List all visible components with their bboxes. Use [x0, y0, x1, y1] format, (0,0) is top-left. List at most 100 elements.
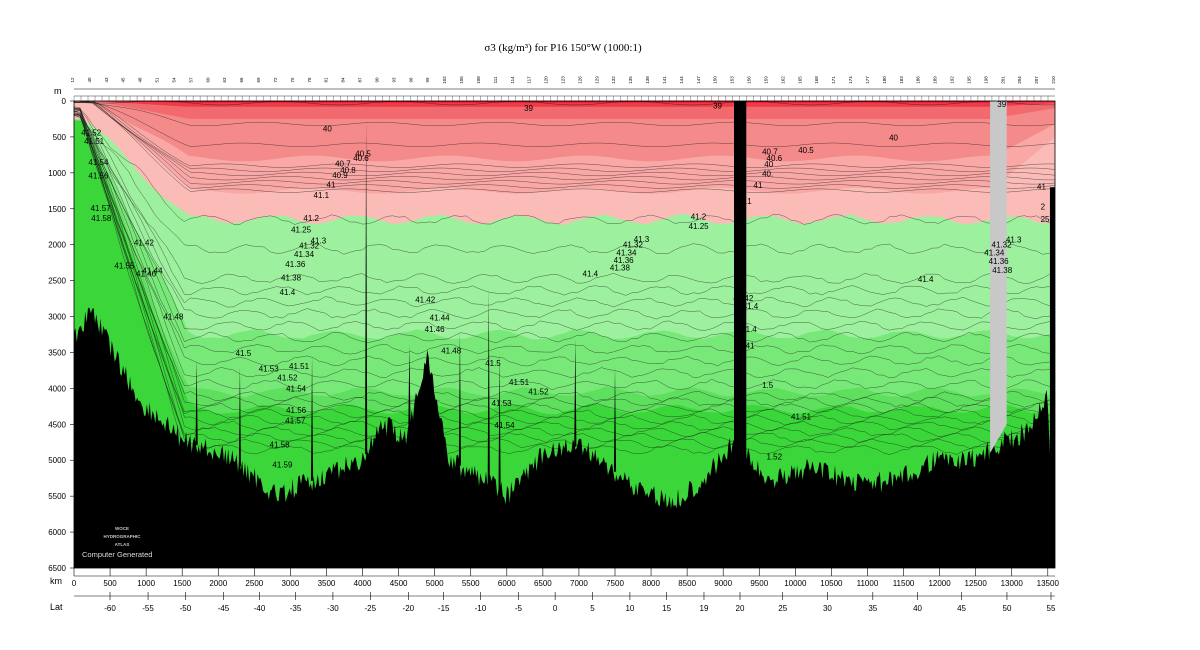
- station-number: 120: [544, 76, 549, 84]
- contour-label: 41.42: [733, 294, 754, 303]
- depth-tick-label: 4500: [48, 420, 66, 429]
- latitude-axis-label: Lat: [50, 602, 63, 612]
- seamount: [365, 118, 368, 455]
- km-tick-label: 8000: [642, 579, 660, 588]
- contour-label: 41.51: [791, 412, 812, 421]
- lat-tick-label: -55: [142, 604, 154, 613]
- contour-label: 41.4: [583, 269, 599, 278]
- contour-label: 41.3: [1006, 236, 1022, 245]
- density-band: [74, 101, 1055, 107]
- station-number: 114: [510, 76, 515, 84]
- isopycnal-41.3: [74, 114, 1055, 284]
- lat-tick-label: -60: [104, 604, 116, 613]
- contour-label: 40.5: [355, 149, 371, 158]
- contour-label: 41.3: [311, 236, 327, 245]
- contour-label: 39: [524, 104, 533, 113]
- contour-label: 41.1: [314, 191, 330, 200]
- station-number: 180: [882, 76, 887, 84]
- isopycnal-41.58: [74, 114, 1055, 449]
- station-number: 90: [374, 77, 379, 83]
- contour-label: 41.51: [84, 137, 105, 146]
- y-axis-unit: m: [54, 86, 62, 96]
- station-number: 87: [358, 77, 363, 83]
- lat-tick-label: 25: [778, 604, 787, 613]
- contour-labels: 39 39 39404040.540.640.740.840.94141.141.2…: [81, 100, 1050, 470]
- depth-tick-label: 3000: [48, 313, 66, 322]
- km-tick-label: 2000: [209, 579, 227, 588]
- km-tick-label: 1000: [137, 579, 155, 588]
- contour-label: 41.57: [285, 417, 306, 426]
- seafloor: [74, 101, 1055, 568]
- station-number: 177: [865, 76, 870, 84]
- contour-label: 41.4: [918, 275, 934, 284]
- isopycnal-41.32: [74, 109, 1055, 296]
- isopycnal-41.48: [74, 106, 1055, 391]
- contour-label: 41.51: [509, 378, 530, 387]
- contour-label: 41.59: [272, 461, 293, 470]
- station-axis: m 12 40 43 45 48 51 54 57 60 63 66 69 72 75 78 81 84 87 90…: [54, 76, 1056, 101]
- lat-tick-label: -5: [515, 604, 523, 613]
- lat-tick-label: -20: [403, 604, 415, 613]
- contour-label: 41.46: [425, 325, 446, 334]
- km-tick-label: 10500: [820, 579, 843, 588]
- lat-tick-label: 40: [913, 604, 922, 613]
- contour-label: 41.38: [610, 264, 631, 273]
- chart-title: σ3 (kg/m³) for P16 150°W (1000:1): [484, 42, 642, 54]
- contour-label: 41.5: [236, 349, 252, 358]
- km-tick-label: 3500: [318, 579, 336, 588]
- station-number: 108: [476, 76, 481, 84]
- station-number: 171: [831, 76, 836, 84]
- station-number: 159: [763, 76, 768, 84]
- station-number: 144: [679, 76, 684, 84]
- station-number: 12: [70, 77, 75, 83]
- isopycnal-41.34: [74, 108, 1055, 308]
- station-number: 102: [442, 76, 447, 84]
- lat-tick-label: -50: [180, 604, 192, 613]
- isopycnal-41: [74, 101, 1055, 189]
- isopycnal-41.51: [74, 115, 1055, 408]
- lat-tick-label: 30: [823, 604, 832, 613]
- isopycnal-41.1: [74, 101, 1055, 193]
- contour-label: 1.5: [762, 381, 774, 390]
- station-number: 207: [1034, 76, 1039, 84]
- contour-label: 41.55: [114, 262, 135, 271]
- contour-label: 41.1: [736, 197, 752, 206]
- contour-label: 41: [327, 180, 336, 189]
- contour-label: 41.4: [280, 288, 296, 297]
- contour-label: 41.44: [430, 313, 451, 322]
- isopycnal-41.42: [74, 109, 1055, 355]
- isopycnal-40.7: [74, 101, 1055, 177]
- station-number: 186: [916, 76, 921, 84]
- station-number: 156: [747, 76, 752, 84]
- station-number: 54: [171, 77, 176, 83]
- depth-tick-label: 6000: [48, 528, 66, 537]
- northern-slope: [1049, 187, 1055, 568]
- station-number: 96: [408, 77, 413, 83]
- contour-label: 25: [1041, 215, 1050, 224]
- station-number: 93: [391, 77, 396, 83]
- contour-label: 41.32: [992, 241, 1013, 250]
- seamount: [487, 287, 490, 483]
- contour-label: 40.: [762, 170, 773, 179]
- isopycnal-40.8: [74, 101, 1055, 181]
- contour-label: 41.4: [743, 302, 759, 311]
- station-number: 117: [527, 76, 532, 84]
- station-number: 198: [983, 76, 988, 84]
- station-number: 132: [611, 76, 616, 84]
- isopycnal-41.4: [74, 108, 1055, 343]
- lat-tick-label: 19: [700, 604, 709, 613]
- depth-tick-label: 6500: [48, 564, 66, 573]
- depth-tick-label: 2500: [48, 277, 66, 286]
- contour-label: 40: [323, 124, 332, 133]
- contour-label: 41.42: [415, 295, 436, 304]
- contour-label: 41.52: [81, 129, 102, 138]
- station-number: 189: [933, 76, 938, 84]
- contour-label: 41.34: [294, 250, 315, 259]
- km-tick-label: 5000: [426, 579, 444, 588]
- contour-label: 40.6: [353, 154, 369, 163]
- km-tick-label: 2500: [245, 579, 263, 588]
- isopycnal-40.9: [74, 101, 1055, 185]
- contour-label: 41: [1037, 183, 1046, 192]
- contour-label: 41.4: [741, 325, 757, 334]
- ridge-pillar: [734, 101, 747, 568]
